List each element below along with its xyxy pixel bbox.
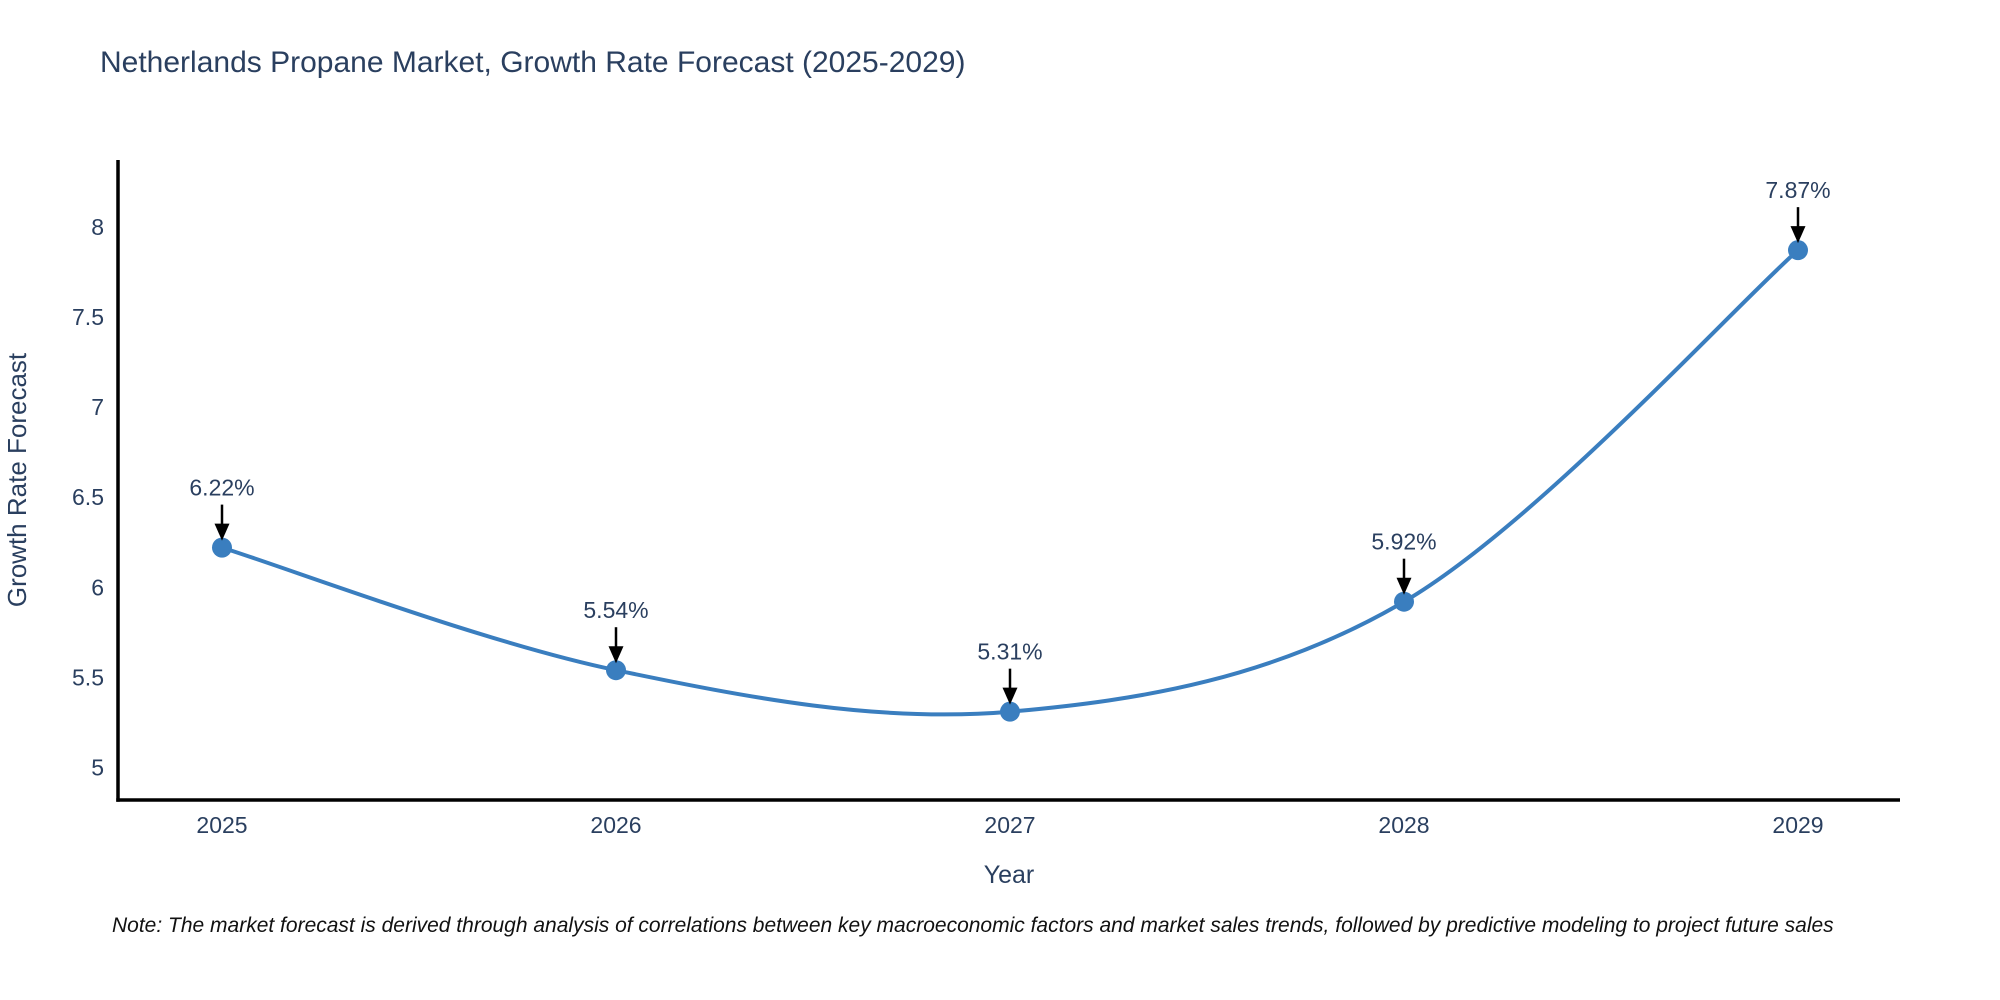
annotation-arrowhead	[608, 646, 624, 664]
point-value-label: 7.87%	[1765, 177, 1830, 203]
data-point-marker	[1394, 591, 1414, 612]
point-value-label: 5.92%	[1371, 529, 1436, 555]
data-point-marker	[1000, 701, 1020, 722]
y-tick-label: 6.5	[72, 484, 104, 510]
y-tick-label: 8	[91, 214, 104, 240]
y-tick-label: 6	[91, 574, 104, 600]
annotation-arrowhead	[214, 523, 230, 541]
x-tick-label: 2027	[984, 812, 1035, 838]
y-tick-label: 5	[91, 755, 104, 781]
point-value-label: 5.54%	[583, 597, 648, 623]
data-series	[212, 240, 1808, 722]
data-point-marker	[1788, 240, 1808, 261]
x-tick-label: 2028	[1378, 812, 1429, 838]
point-value-label: 5.31%	[977, 639, 1042, 665]
annotation-arrowhead	[1790, 226, 1806, 244]
y-tick-label: 7.5	[72, 304, 104, 330]
chart-title: Netherlands Propane Market, Growth Rate …	[100, 46, 966, 79]
y-tick-label: 7	[91, 394, 104, 420]
x-tick-label: 2029	[1772, 812, 1823, 838]
footnote: Note: The market forecast is derived thr…	[112, 914, 1834, 937]
y-axis-tick-labels: 5 5.5 6 6.5 7 7.5 8	[72, 214, 104, 781]
x-axis-tick-labels: 2025 2026 2027 2028 2029	[196, 812, 1823, 838]
y-tick-label: 5.5	[72, 664, 104, 690]
y-axis-title: Growth Rate Forecast	[2, 352, 32, 607]
x-axis-title: Year	[984, 861, 1035, 889]
point-annotations: 6.22% 5.54% 5.31% 5.92% 7.87%	[189, 177, 1831, 705]
annotation-arrowhead	[1396, 577, 1412, 595]
x-tick-label: 2025	[196, 812, 247, 838]
x-tick-label: 2026	[590, 812, 641, 838]
data-point-marker	[606, 660, 626, 681]
data-point-marker	[212, 537, 232, 558]
point-value-label: 6.22%	[189, 475, 254, 501]
annotation-arrowhead	[1002, 687, 1018, 705]
forecast-line	[221, 248, 1800, 717]
